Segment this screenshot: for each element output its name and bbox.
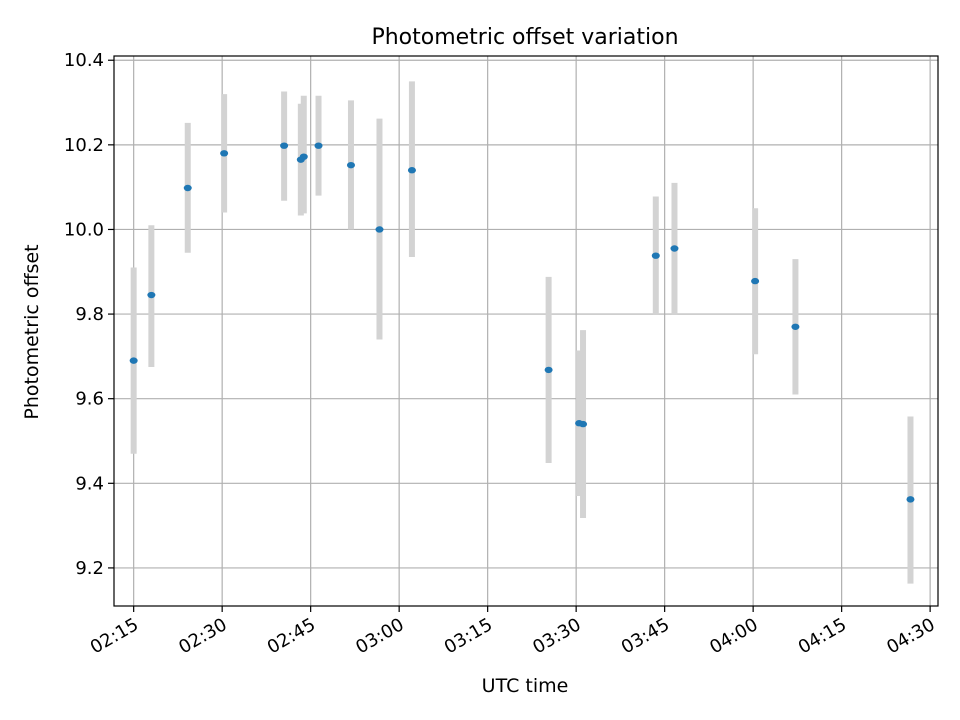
y-tick-label: 9.4 <box>75 473 104 494</box>
plot-frame <box>113 55 939 607</box>
data-point <box>544 366 553 374</box>
y-tick-label: 9.6 <box>75 389 104 410</box>
data-point <box>129 357 138 364</box>
y-tick-label: 9.2 <box>75 558 104 579</box>
y-tick-label: 10.2 <box>64 135 104 156</box>
y-tick-label: 9.8 <box>75 304 104 325</box>
data-point <box>314 142 323 149</box>
data-point <box>579 420 588 428</box>
data-point <box>183 184 192 192</box>
data-point <box>299 153 308 160</box>
y-tick-label: 10.4 <box>64 50 104 71</box>
data-point <box>751 277 760 285</box>
data-point <box>670 245 679 252</box>
data-point <box>280 142 289 149</box>
data-point <box>147 291 156 299</box>
chart-title: Photometric offset variation <box>371 25 678 50</box>
data-point <box>346 161 355 169</box>
data-points <box>129 142 915 503</box>
grid <box>114 56 938 606</box>
data-point <box>407 167 416 174</box>
data-point <box>375 226 384 233</box>
data-point <box>220 150 229 157</box>
y-tick-label: 10.0 <box>64 219 104 240</box>
data-point <box>791 323 800 330</box>
data-point <box>906 496 915 503</box>
x-axis-label: UTC time <box>482 675 569 697</box>
y-axis-label: Photometric offset <box>21 244 43 419</box>
data-point <box>651 252 660 259</box>
